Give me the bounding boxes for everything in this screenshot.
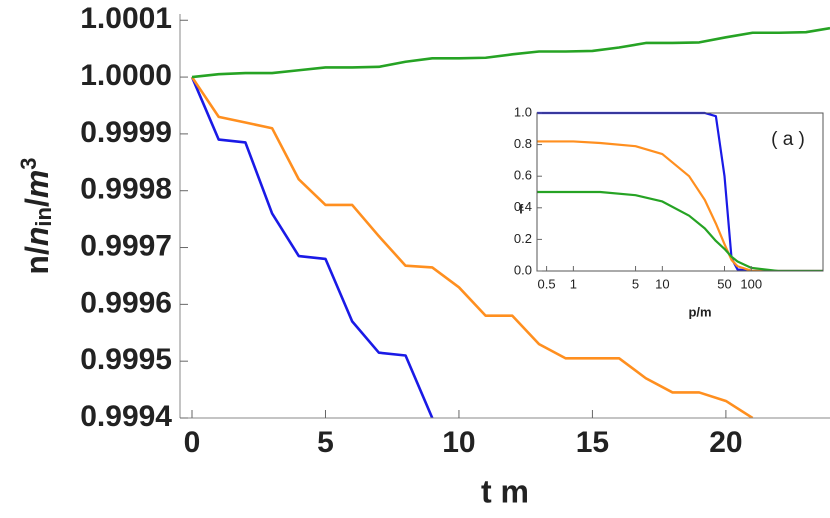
y-tick-label: 0.8 xyxy=(514,136,532,151)
y-tick-label: 0.9999 xyxy=(80,116,172,149)
x-tick-label: 5 xyxy=(632,276,639,291)
y-tick-label: 1.0000 xyxy=(80,59,172,92)
y-axis-label-part: n xyxy=(19,227,55,247)
y-tick-label: 0.9994 xyxy=(80,400,172,433)
y-tick-label: 0.9996 xyxy=(80,286,172,319)
inset-frame xyxy=(536,112,824,272)
series-line xyxy=(537,190,823,271)
y-tick-label: 0.9997 xyxy=(80,229,172,262)
x-tick-label: 0.5 xyxy=(538,276,556,291)
y-tick-label: 0.9995 xyxy=(80,343,172,376)
y-axis-label-part: in xyxy=(31,207,56,227)
annotation: ( a ) xyxy=(771,129,805,150)
y-tick-label: 0.9998 xyxy=(80,173,172,206)
y-axis-label-part: 3 xyxy=(16,157,41,169)
y-axis-label-part: n/ xyxy=(19,246,55,275)
x-tick-label: 100 xyxy=(740,276,762,291)
y-tick-label: 1.0001 xyxy=(80,2,172,35)
y-tick-label: 1.0 xyxy=(514,104,532,119)
series-line xyxy=(190,76,754,418)
y-tick-label: 0.6 xyxy=(514,168,532,183)
y-tick-label: 0.2 xyxy=(514,231,532,246)
x-tick-label: 1 xyxy=(570,276,577,291)
x-tick-label: 10 xyxy=(655,276,669,291)
y-tick-label: 0.0 xyxy=(514,262,532,277)
x-tick-label: 0 xyxy=(184,426,201,459)
x-axis-label: t m xyxy=(481,473,529,509)
x-tick-label: 15 xyxy=(576,426,609,459)
y-axis-label-part: / xyxy=(19,198,55,207)
x-tick-label: 5 xyxy=(317,426,334,459)
plot-area xyxy=(190,26,830,418)
y-axis-label-part: m xyxy=(19,170,55,198)
x-tick-label: 50 xyxy=(717,276,731,291)
x-tick-label: 20 xyxy=(709,426,742,459)
y-tick-label: 0.4 xyxy=(514,199,532,214)
x-axis-label: p/m xyxy=(688,304,711,319)
series-line xyxy=(537,140,823,271)
series-line xyxy=(191,26,830,79)
y-axis-label: f xyxy=(519,201,524,216)
x-tick-label: 10 xyxy=(442,426,475,459)
series-line xyxy=(190,76,434,418)
y-axis-label: n/nin/m3 xyxy=(16,157,56,274)
